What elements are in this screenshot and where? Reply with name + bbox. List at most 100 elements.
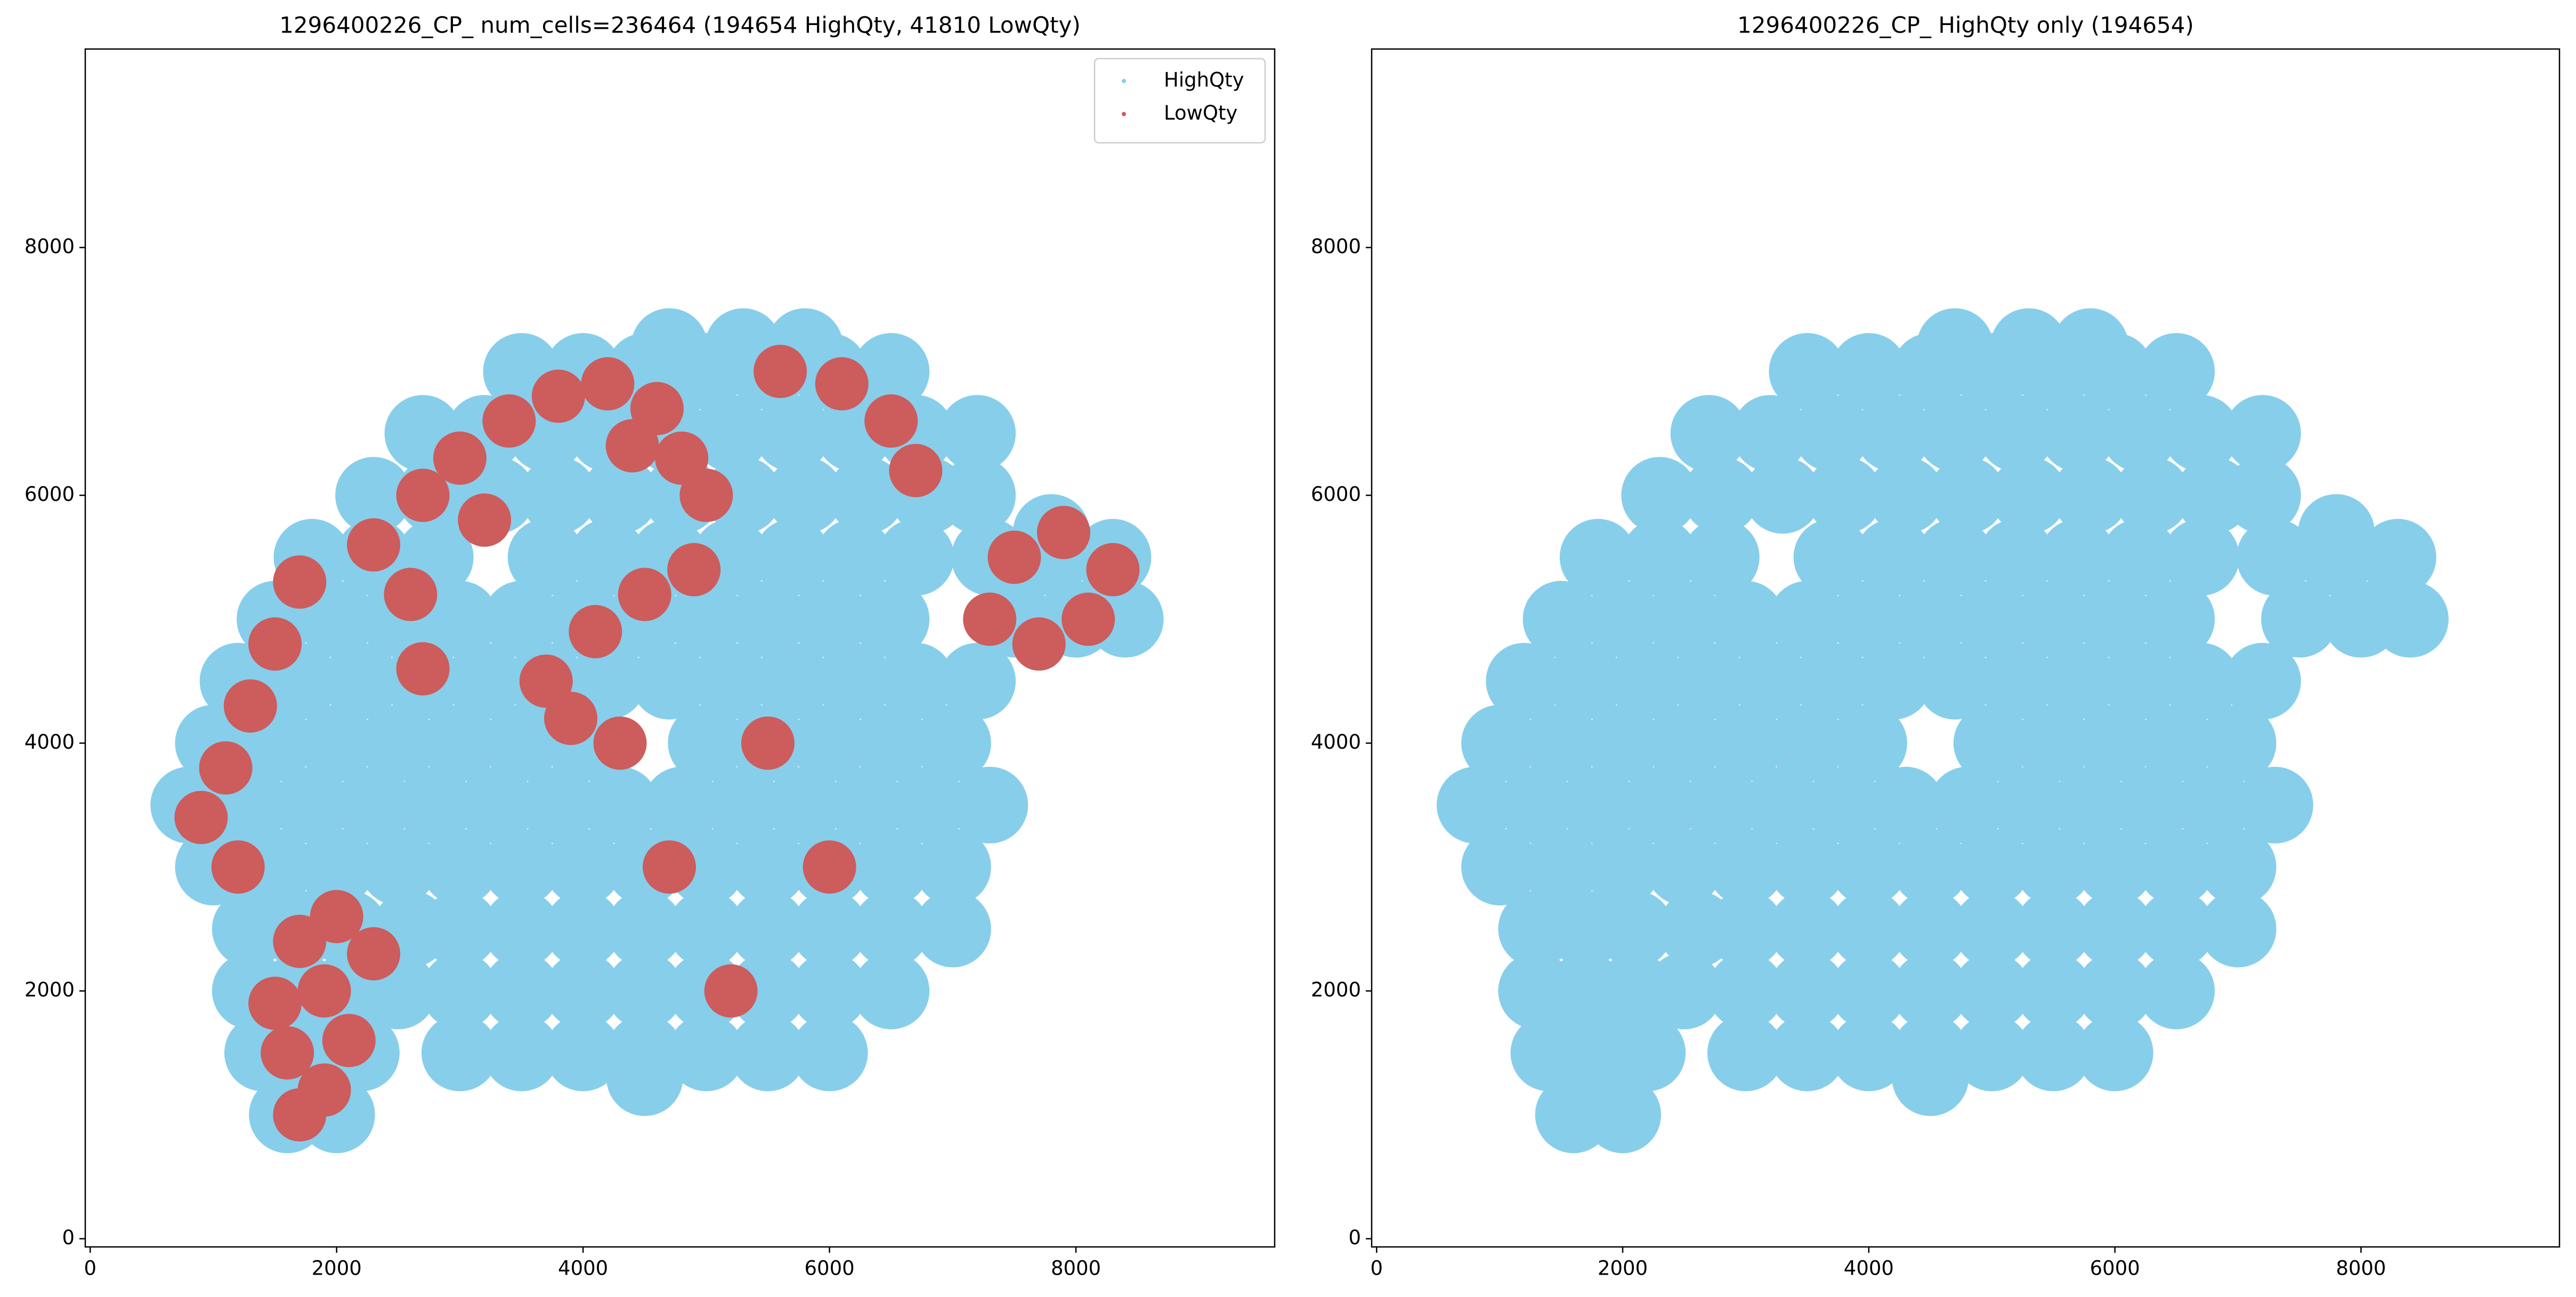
cell-point [668, 1014, 745, 1091]
cell-point [618, 568, 671, 621]
cell-point [581, 766, 659, 844]
cell-point [729, 829, 806, 906]
x-tick-label: 6000 [2090, 1257, 2140, 1280]
cell-point [2101, 518, 2178, 596]
cell-point [2015, 890, 2092, 968]
cell-point [939, 395, 1016, 472]
legend-label: LowQty [1164, 102, 1237, 125]
cell-point [446, 643, 523, 720]
cell-point [2052, 766, 2129, 844]
cell-point [1682, 766, 1760, 844]
cell-point [987, 530, 1041, 584]
cell-point [2101, 395, 2178, 472]
cell-point [1707, 952, 1784, 1030]
cell-point [1707, 704, 1784, 782]
cell-point [1461, 704, 1538, 782]
cell-point [360, 829, 437, 906]
cell-point [1867, 766, 1945, 844]
cell-point [951, 766, 1028, 844]
cell-point [1498, 766, 1575, 844]
cell-point [1830, 829, 1907, 906]
cell-point [2236, 766, 2313, 844]
cell-point [1707, 581, 1784, 658]
y-tick-label: 0 [1348, 1226, 1361, 1249]
cell-point [421, 1014, 498, 1091]
cell-point [864, 394, 918, 448]
cell-point [384, 568, 438, 621]
cell-point [1547, 643, 1624, 720]
cell-point [853, 952, 930, 1030]
cell-point [298, 704, 375, 782]
cell-point [1621, 766, 1698, 844]
cell-point [1732, 395, 1809, 472]
cell-point [544, 692, 598, 745]
cell-point [1584, 704, 1662, 782]
cell-point [1990, 308, 2068, 385]
cell-point [803, 840, 856, 894]
cell-point [914, 704, 991, 782]
cell-point [815, 518, 893, 596]
y-tick-label: 4000 [1311, 731, 1361, 753]
cell-point [1953, 1014, 2030, 1091]
cell-point [2138, 581, 2215, 658]
cell-point [754, 518, 831, 596]
cell-point [2015, 581, 2092, 658]
cell-point [545, 890, 622, 968]
cell-point [1621, 518, 1698, 596]
cell-point [593, 716, 647, 770]
cell-point [1584, 1076, 1662, 1154]
cell-point [1953, 952, 2030, 1030]
cell-point [1953, 829, 2030, 906]
cell-point [483, 890, 560, 968]
cell-point [815, 357, 869, 411]
cell-point [261, 1026, 314, 1080]
cell-point [458, 493, 512, 547]
cell-point [1793, 395, 1870, 472]
cell-point [1978, 395, 2055, 472]
cell-point [889, 766, 967, 844]
cell-point [1830, 333, 1907, 410]
cell-point [853, 890, 930, 968]
cell-point [2138, 952, 2215, 1030]
cell-point [322, 1014, 376, 1067]
cell-point [273, 766, 351, 844]
cell-point [1929, 766, 2006, 844]
cell-point [606, 952, 683, 1030]
cell-point [482, 394, 536, 448]
cell-point [2052, 457, 2129, 534]
cell-point [828, 766, 905, 844]
cell-point [322, 643, 400, 720]
legend-frame [1093, 58, 1266, 144]
cell-point [507, 518, 585, 596]
cell-point [297, 964, 351, 1018]
cell-point [754, 395, 831, 472]
cell-point [1855, 643, 1932, 720]
cell-point [1892, 829, 1969, 906]
cell-point [396, 766, 474, 844]
cell-point [791, 952, 868, 1030]
cell-point [1486, 643, 1563, 720]
chart-title: 1296400226_CP_ HighQty only (194654) [1737, 12, 2194, 38]
cell-point [2138, 890, 2215, 968]
cell-point [630, 308, 708, 385]
x-tick-label: 0 [84, 1257, 96, 1280]
cell-point [766, 457, 844, 534]
x-tick-label: 6000 [805, 1257, 855, 1280]
cell-point [1990, 766, 2068, 844]
cell-point [605, 419, 659, 473]
cell-point [531, 369, 585, 423]
cell-point [1732, 643, 1809, 720]
cell-point [729, 890, 806, 968]
cell-point [396, 468, 450, 522]
cell-point [2052, 308, 2129, 385]
cell-point [1646, 829, 1723, 906]
cell-point [2371, 581, 2449, 658]
cell-point [483, 829, 560, 906]
cell-point [2138, 704, 2215, 782]
cell-point [1584, 581, 1662, 658]
cell-point [914, 890, 991, 968]
cell-point [483, 1014, 560, 1091]
cell-point [1744, 766, 1821, 844]
cell-point [1892, 890, 1969, 968]
